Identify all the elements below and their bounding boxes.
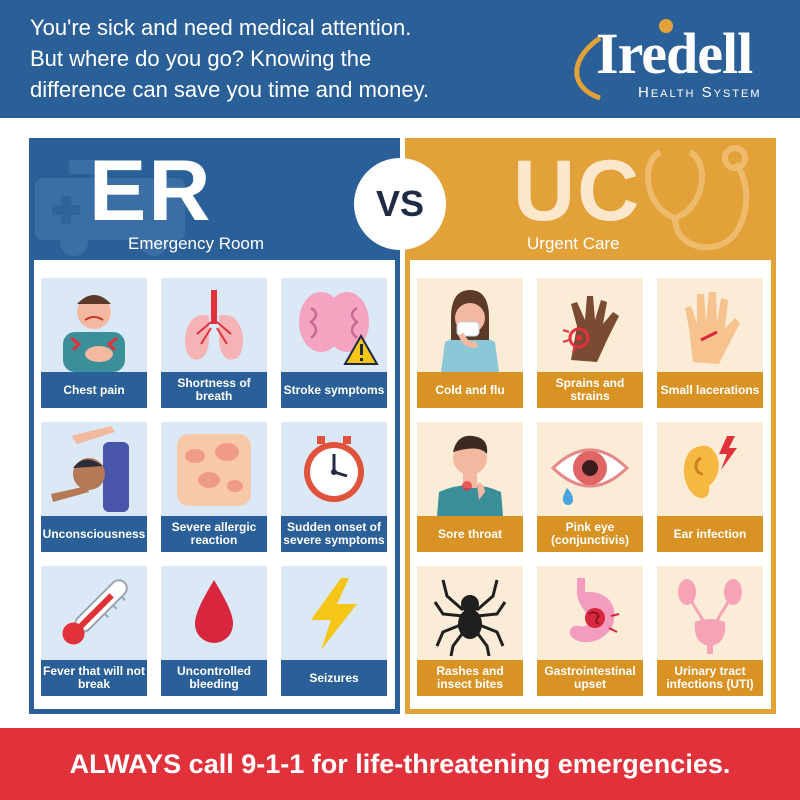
uc-card-sprains-and-strains: Sprains and strains: [537, 278, 643, 408]
er-label-severe-allergic-reaction: Severe allergic reaction: [161, 516, 267, 552]
uc-card-ear-infection: Ear infection: [657, 422, 763, 552]
er-card-unconsciousness: Unconsciousness: [41, 422, 147, 552]
stomach-icon: [569, 578, 620, 643]
uc-label-sprains-and-strains: Sprains and strains: [537, 372, 643, 408]
rash-skin-icon: [177, 434, 251, 506]
sore-throat-person-icon: [437, 435, 503, 516]
uc-label-rashes-and-insect-bites: Rashes and insect bites: [417, 660, 523, 696]
er-panel: ER Emergency Room Chest pain: [29, 138, 400, 714]
thermometer-icon: [62, 579, 128, 645]
uc-label-cold-and-flu: Cold and flu: [417, 372, 523, 408]
uc-card-sore-throat: Sore throat: [417, 422, 523, 552]
emergency-footer-banner: ALWAYS call 9-1-1 for life-threatening e…: [0, 728, 800, 800]
er-label-seizures: Seizures: [281, 660, 387, 696]
lungs-icon: [185, 290, 243, 360]
er-card-uncontrolled-bleeding: Uncontrolled bleeding: [161, 566, 267, 696]
er-card-shortness-of-breath: Shortness of breath: [161, 278, 267, 408]
er-label-sudden-onset: Sudden onset of severe symptoms: [281, 516, 387, 552]
er-card-sudden-onset: Sudden onset of severe symptoms: [281, 422, 387, 552]
uc-card-rashes-and-insect-bites: Rashes and insect bites: [417, 566, 523, 696]
er-card-seizures: Seizures: [281, 566, 387, 696]
uc-label-gastrointestinal-upset: Gastrointestinal upset: [537, 660, 643, 696]
header-line-1: You're sick and need medical attention.: [30, 15, 412, 40]
uc-subtitle: Urgent Care: [527, 234, 620, 253]
er-card-severe-allergic-reaction: Severe allergic reaction: [161, 422, 267, 552]
uc-label-ear-infection: Ear infection: [657, 516, 763, 552]
er-label-shortness-of-breath: Shortness of breath: [161, 372, 267, 408]
er-title: ER: [89, 143, 213, 239]
chest-pain-icon: [63, 295, 125, 372]
header-intro-text: You're sick and need medical attention. …: [30, 12, 550, 105]
uc-card-pink-eye: Pink eye (conjunctivis): [537, 422, 643, 552]
er-cards-area: Chest pain Shortness of breath Stroke sy…: [34, 260, 395, 709]
sneezing-person-icon: [441, 290, 499, 372]
clock-icon: [304, 436, 364, 502]
spider-icon: [433, 579, 507, 657]
er-label-uncontrolled-bleeding: Uncontrolled bleeding: [161, 660, 267, 696]
er-label-chest-pain: Chest pain: [41, 372, 147, 408]
uc-label-pink-eye: Pink eye (conjunctivis): [537, 516, 643, 552]
er-card-stroke-symptoms: Stroke symptoms: [281, 278, 387, 408]
red-eye-icon: [550, 448, 630, 505]
er-label-stroke-symptoms: Stroke symptoms: [281, 372, 387, 408]
uc-cards-area: Cold and flu Sprains and strains Small l…: [410, 260, 771, 709]
ambulance-background-icon: [35, 160, 185, 256]
uc-panel-header: UC Urgent Care: [405, 138, 776, 260]
er-card-fever: Fever that will not break: [41, 566, 147, 696]
blood-drop-icon: [195, 580, 233, 643]
lightning-bolt-icon: [311, 578, 357, 650]
uc-card-small-lacerations: Small lacerations: [657, 278, 763, 408]
er-label-fever: Fever that will not break: [41, 660, 147, 696]
vs-badge: VS: [354, 158, 446, 250]
logo-name: Iredell: [596, 21, 753, 86]
uc-card-gastrointestinal-upset: Gastrointestinal upset: [537, 566, 643, 696]
header-line-3: difference can save you time and money.: [30, 77, 430, 102]
uc-label-urinary-tract-infections: Urinary tract infections (UTI): [657, 660, 763, 696]
brain-warning-icon: [299, 292, 379, 365]
stethoscope-background-icon: [645, 145, 750, 251]
er-label-unconsciousness: Unconsciousness: [41, 516, 147, 552]
header-line-2: But where do you go? Knowing the: [30, 46, 372, 71]
uc-title: UC: [513, 143, 642, 239]
iredell-logo: Iredell Health System: [560, 10, 780, 110]
uc-card-cold-and-flu: Cold and flu: [417, 278, 523, 408]
er-card-chest-pain: Chest pain: [41, 278, 147, 408]
urinary-tract-icon: [678, 579, 742, 654]
uc-panel: UC Urgent Care Cold and flu Sprains and …: [405, 138, 776, 714]
header-banner: You're sick and need medical attention. …: [0, 0, 800, 118]
uc-card-urinary-tract-infections: Urinary tract infections (UTI): [657, 566, 763, 696]
er-subtitle: Emergency Room: [128, 234, 265, 253]
uc-label-sore-throat: Sore throat: [417, 516, 523, 552]
cut-hand-icon: [685, 292, 740, 364]
injured-hand-icon: [562, 296, 619, 362]
er-panel-header: ER Emergency Room: [29, 138, 400, 260]
ear-pain-icon: [683, 436, 737, 499]
fainting-person-icon: [51, 426, 129, 512]
uc-label-small-lacerations: Small lacerations: [657, 372, 763, 408]
logo-swoosh-icon: [574, 19, 673, 101]
logo-subtitle: Health System: [638, 84, 762, 101]
